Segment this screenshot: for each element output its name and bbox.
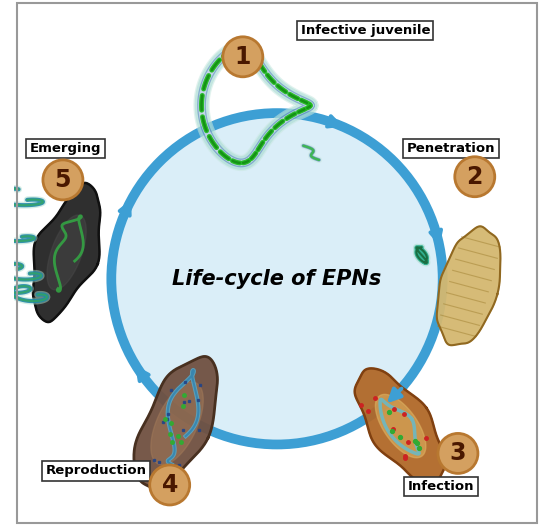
Circle shape [111, 113, 443, 444]
Text: 1: 1 [235, 45, 251, 69]
Polygon shape [33, 183, 100, 322]
Text: 4: 4 [162, 473, 178, 497]
Polygon shape [151, 382, 203, 465]
Text: 3: 3 [450, 441, 466, 466]
Polygon shape [134, 357, 217, 489]
Circle shape [150, 465, 189, 505]
Polygon shape [355, 368, 447, 484]
Circle shape [43, 160, 83, 200]
Text: 2: 2 [466, 165, 483, 189]
Text: 5: 5 [55, 168, 71, 192]
Text: Life-cycle of EPNs: Life-cycle of EPNs [172, 269, 382, 289]
Circle shape [223, 37, 263, 77]
Polygon shape [47, 215, 86, 290]
Text: Infection: Infection [408, 480, 474, 493]
Circle shape [438, 433, 478, 473]
Polygon shape [376, 394, 426, 458]
Polygon shape [437, 226, 500, 345]
Text: Penetration: Penetration [407, 142, 495, 155]
Text: Infective juvenile: Infective juvenile [301, 24, 430, 37]
Text: Emerging: Emerging [30, 142, 101, 155]
Text: Reproduction: Reproduction [45, 464, 147, 477]
Circle shape [455, 157, 495, 197]
